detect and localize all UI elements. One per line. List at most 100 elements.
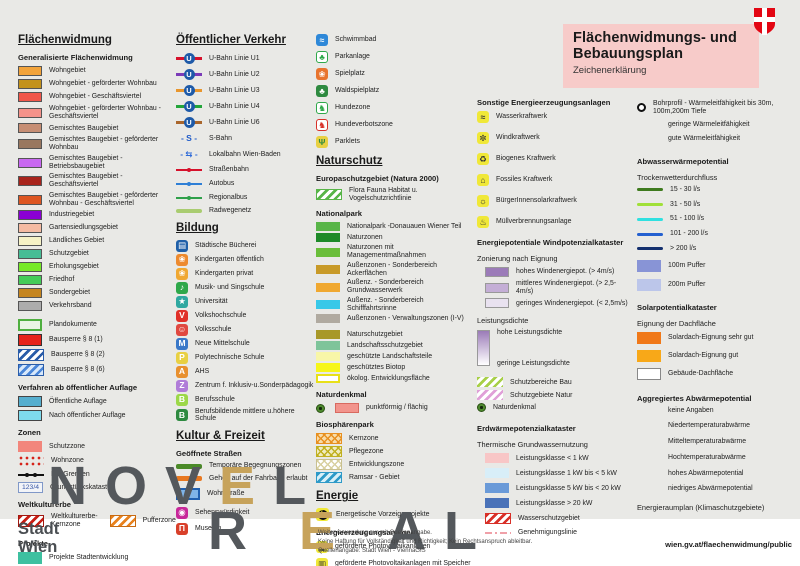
park-icon: ♣ <box>316 51 328 63</box>
section-heading-europaschutzgebiet-natura-2000: Europaschutzgebiet (Natura 2000) <box>316 174 439 183</box>
rect-swatch <box>18 210 42 221</box>
legend-label: Bausperre § 8 (2) <box>51 351 105 359</box>
legend-item-friedhof: Friedhof <box>18 275 170 286</box>
legend-item-grundstückskataster: 123/4 Grundstückskataster <box>18 482 170 494</box>
legend-item-erholungsgebiet: Erholungsgebiet <box>18 262 170 273</box>
legend-label: Schwimmbad <box>335 36 377 44</box>
polytechnic-school-icon: P <box>176 351 188 364</box>
legend-label: geringes Windenergiepot. (< 2,5m/s) <box>516 299 628 307</box>
line-swatch <box>637 188 663 192</box>
legend-item-windkraftwerk: ✼ Windkraftwerk <box>477 132 629 144</box>
legend-item-geschütztes-biotop: geschütztes Biotop <box>316 363 474 373</box>
legend-item-wohngebiet-geförderter-wohnbau-geschäfts: Wohngebiet - geförderter Wohnbau - Gesch… <box>18 105 170 120</box>
legend-item-ramsar-gebiet: Ramsar - Gebiet <box>316 472 474 484</box>
legend-item-bausperre-8-6: Bausperre § 8 (6) <box>18 364 170 377</box>
legend-label: AHS <box>195 367 210 375</box>
legend-item-neue-mittelschule: M Neue Mittelschule <box>176 337 314 350</box>
adult-education-icon: V <box>176 309 188 322</box>
legend-label: Gemischtes Baugebiet <box>49 124 119 132</box>
page-subtitle: Zeichenerklärung <box>573 65 647 76</box>
legend-label: Parkanlage <box>335 53 370 61</box>
legend-item-regionalbus: Regionalbus <box>176 193 314 202</box>
legend-label: keine Angaben <box>668 406 714 414</box>
middle-school-icon: M <box>176 337 188 350</box>
parklet-icon: Ψ <box>316 136 328 148</box>
legend-label: geschütztes Biotop <box>347 363 406 371</box>
legend-item-naturschutzgebiet: Naturschutzgebiet <box>316 330 474 340</box>
line-swatch <box>637 247 663 251</box>
legend-label: Leistungsklasse 1 kW bis < 5 kW <box>516 469 617 477</box>
legend-item-parkanlage: ♣ Parkanlage <box>316 51 474 63</box>
legend-label: Straßenbahn <box>209 165 249 173</box>
column-energiepotentiale: Sonstige Energieerzeugungsanlagen ≈ Wasser… <box>477 98 629 544</box>
rect-swatch <box>485 468 509 479</box>
section-heading-biosphärenpark: Biosphärenpark <box>316 420 374 430</box>
legend-item-berufsbildende-mittlere-u-höhere-schule: B Berufsbildende mittlere u.höhere Schule <box>176 408 314 423</box>
legend-label: Sehenswürdigkeit <box>195 508 250 516</box>
line-swatch <box>176 463 202 469</box>
legend-label: Plandokumente <box>49 321 97 329</box>
legend-item-außenzonen-verwaltungszonen-i-v: Außenzonen - Verwaltungszonen (I-V) <box>316 314 474 324</box>
legend-item-industriegebiet: Industriegebiet <box>18 210 170 221</box>
legend-item-kernzone: Kernzone <box>316 433 474 445</box>
legend-label: Ländliches Gebiet <box>49 237 105 245</box>
line-swatch <box>176 208 202 213</box>
rect-swatch <box>316 222 340 232</box>
legend-item-wohngebiet: Wohngebiet <box>18 66 170 76</box>
legend-item-kindergarten-privat: ❀ Kindergarten privat <box>176 267 314 280</box>
legend-label: Lokalbahn Wien-Baden <box>209 150 281 158</box>
rect-swatch <box>18 319 42 332</box>
legend-label: Solardach-Eignung gut <box>668 351 739 359</box>
legend-label: hohes Windenergiepot. (> 4m/s) <box>516 268 615 276</box>
forest-playground-icon: ♣ <box>316 85 328 97</box>
legend-label: Schutzzone <box>49 442 86 450</box>
legend-label: geringe Leistungsdichte <box>497 359 570 367</box>
legend-label: U-Bahn Linie U6 <box>209 118 260 126</box>
vocational-college-icon: B <box>176 409 188 422</box>
legend-label: Gebäude-Dachfläche <box>668 369 734 377</box>
dog-ban-zone-icon: ♞ <box>316 119 328 131</box>
legend-label: Pflegezone <box>349 447 384 455</box>
legend-item-hohes-windenergiepot-4m-s: hohes Windenergiepot. (> 4m/s) <box>477 267 629 277</box>
legend-label: Schutzbereiche Bau <box>510 378 572 386</box>
rect-swatch <box>18 288 42 299</box>
legend-item-schutzbereiche-bau: Schutzbereiche Bau <box>477 377 629 388</box>
none-swatch <box>637 489 661 490</box>
none-swatch <box>637 125 661 126</box>
ubahn-u6-icon: U <box>176 117 202 128</box>
hatch-swatch <box>18 349 44 362</box>
rect-swatch <box>18 236 42 247</box>
legend-item-gehen-auf-der-fahrbahn-erlaubt: Gehen auf der Fahrbahn erlaubt <box>176 475 314 483</box>
rect-swatch <box>18 551 42 564</box>
section-heading-naturdenkmal: Naturdenkmal <box>316 390 367 400</box>
rect-swatch <box>18 79 42 89</box>
legend-label: 100m Puffer <box>668 261 706 269</box>
legend-item-biogenes-kraftwerk: ♻ Biogenes Kraftwerk <box>477 153 629 165</box>
legend-label: Wasserschutzgebiet <box>518 515 580 523</box>
legend-label: Wohngebiet - geförderter Wohnbau <box>49 80 157 88</box>
stadt-wien-logo: Stadt Wien <box>18 520 60 556</box>
legend-item-hundeverbotszone: ♞ Hundeverbotszone <box>316 119 474 131</box>
legend-item-genehmigungslinie: Genehmigungslinie <box>477 529 629 537</box>
novel-real-watermark: NOVEL R E AL <box>48 459 496 561</box>
legend-label: Kindergarten privat <box>195 269 254 277</box>
dashdot-swatch <box>485 532 511 535</box>
legend-item-nach-öffentlicher-auflage: Nach öffentlicher Auflage <box>18 410 170 422</box>
legend-label: Genehmigungslinie <box>518 529 577 537</box>
legend-item-parklets: Ψ Parklets <box>316 136 474 148</box>
linedot-swatch <box>176 193 202 202</box>
watermark-line2: R E AL <box>208 500 496 561</box>
section-heading-bildung: Bildung <box>176 221 219 234</box>
legend-item-schwimmbad: ≈ Schwimmbad <box>316 34 474 46</box>
legend-item-verkehrsband: Verkehrsband <box>18 301 170 312</box>
museum-icon: Π <box>176 522 188 535</box>
legend-label: U-Bahn Linie U4 <box>209 102 260 110</box>
legend-label: Städtische Bücherei <box>195 241 257 249</box>
natural-monument-icon <box>316 403 359 414</box>
legend-label: Leistungsklasse < 1 kW <box>516 454 589 462</box>
legend-item-gemischtes-baugebiet-geförderter-wohnbau: Gemischtes Baugebiet - geförderter Wohnb… <box>18 136 170 151</box>
legend-label: Leistungsklasse > 20 kW <box>516 499 593 507</box>
citizen-solar-icon: ☼ <box>477 195 489 207</box>
legend-label: hohe Leistungsdichte <box>497 329 563 337</box>
